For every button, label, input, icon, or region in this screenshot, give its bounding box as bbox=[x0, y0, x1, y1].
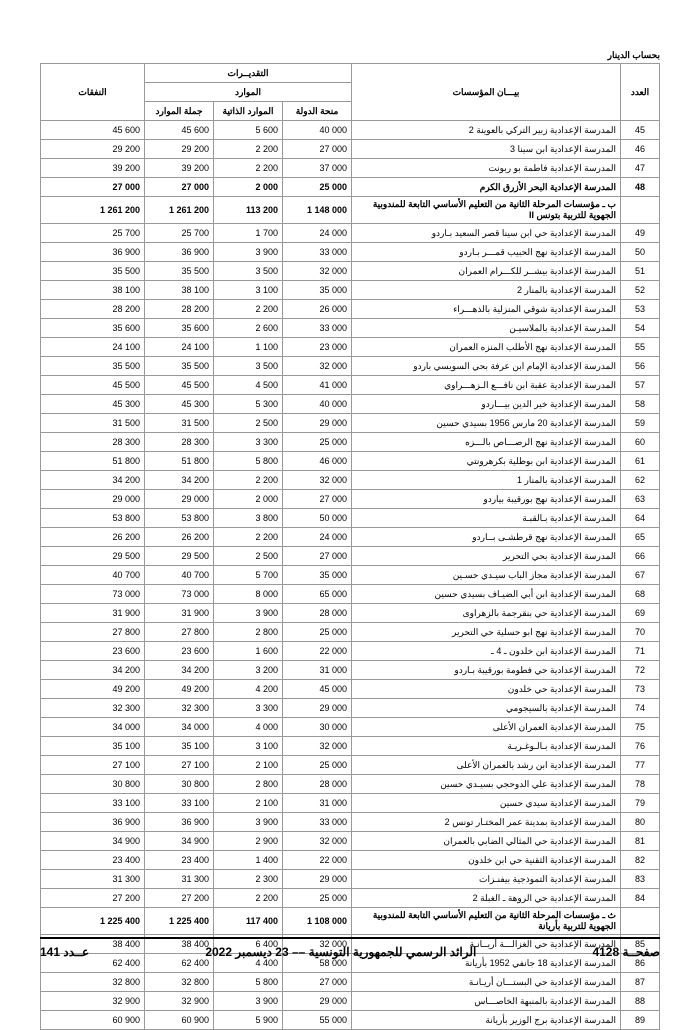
table-row: 24 10024 1001 10023 000المدرسة الإعدادية… bbox=[41, 338, 660, 357]
col-expenses: النفقات bbox=[41, 64, 145, 121]
table-row: 36 90036 9003 90033 000المدرسة الإعدادية… bbox=[41, 813, 660, 832]
table-row: 60 90060 9005 90055 000المدرسة الإعدادية… bbox=[41, 1011, 660, 1030]
col-resources: الموارد bbox=[145, 83, 352, 102]
table-row: 34 00034 0004 00030 000المدرسة الإعدادية… bbox=[41, 718, 660, 737]
col-institutions: بيـــان المؤسسات bbox=[352, 64, 621, 121]
table-row: 45 50045 5004 50041 000المدرسة الإعدادية… bbox=[41, 376, 660, 395]
table-row: 38 10038 1003 10035 000المدرسة الإعدادية… bbox=[41, 281, 660, 300]
table-row: 29 00029 0002 00027 000المدرسة الإعدادية… bbox=[41, 490, 660, 509]
table-row: 34 90034 9002 90032 000المدرسة الإعدادية… bbox=[41, 832, 660, 851]
col-estimates: التقديــرات bbox=[145, 64, 352, 83]
table-row: 29 50029 5002 50027 000المدرسة الإعدادية… bbox=[41, 547, 660, 566]
table-row: 33 10033 1002 10031 000المدرسة الإعدادية… bbox=[41, 794, 660, 813]
table-row: 45 60045 6005 60040 000المدرسة الإعدادية… bbox=[41, 121, 660, 140]
table-row: 73 00073 0008 00065 000المدرسة الإعدادية… bbox=[41, 585, 660, 604]
table-row: 34 20034 2002 20032 000المدرسة الإعدادية… bbox=[41, 471, 660, 490]
table-row: 31 90031 9003 90028 000المدرسة الإعدادية… bbox=[41, 604, 660, 623]
table-row: 28 20028 2002 20026 000المدرسة الإعدادية… bbox=[41, 300, 660, 319]
table-row: 45 30045 3005 30040 000المدرسة الإعدادية… bbox=[41, 395, 660, 414]
table-row: 35 60035 6002 60033 000المدرسة الإعدادية… bbox=[41, 319, 660, 338]
table-row: 31 50031 5002 50029 000المدرسة الإعدادية… bbox=[41, 414, 660, 433]
issue-label: عــدد bbox=[63, 945, 89, 959]
budget-table: النفقات التقديــرات بيـــان المؤسسات الع… bbox=[40, 63, 660, 1030]
table-row: 34 20034 2003 20031 000المدرسة الإعدادية… bbox=[41, 661, 660, 680]
table-row: 32 30032 3003 30029 000المدرسة الإعدادية… bbox=[41, 699, 660, 718]
page-num: 4128 bbox=[592, 945, 619, 959]
col-state-grant: منحة الدولة bbox=[283, 102, 352, 121]
table-row: 35 10035 1003 10032 000المدرسة الإعدادية… bbox=[41, 737, 660, 756]
table-row: 32 90032 9003 90029 000المدرسة الإعدادية… bbox=[41, 992, 660, 1011]
table-row: 27 10027 1002 10025 000المدرسة الإعدادية… bbox=[41, 756, 660, 775]
footer-center: الرائد الرسمي للجمهورية التونسية –– 23 د… bbox=[205, 945, 476, 959]
issue-num: 141 bbox=[40, 945, 60, 959]
col-num: العدد bbox=[621, 64, 660, 121]
table-row: 23 60023 6001 60022 000المدرسة الإعدادية… bbox=[41, 642, 660, 661]
table-row: 30 80030 8002 80028 000المدرسة الإعدادية… bbox=[41, 775, 660, 794]
table-row: 35 50035 5003 50032 000المدرسة الإعدادية… bbox=[41, 357, 660, 376]
table-row: 27 20027 2002 20025 000المدرسة الإعدادية… bbox=[41, 889, 660, 908]
table-row: 27 80027 8002 80025 000المدرسة الإعدادية… bbox=[41, 623, 660, 642]
table-row: 35 50035 5003 50032 000المدرسة الإعدادية… bbox=[41, 262, 660, 281]
table-row: 1 225 4001 225 400117 4001 108 000ث ـ مؤ… bbox=[41, 908, 660, 935]
page-footer: عــدد 141 الرائد الرسمي للجمهورية التونس… bbox=[40, 937, 660, 959]
unit-label: بحساب الدينار bbox=[40, 50, 660, 61]
table-row: 31 30031 3002 30029 000المدرسة الإعدادية… bbox=[41, 870, 660, 889]
table-row: 1 261 2001 261 200113 2001 148 000ب ـ مؤ… bbox=[41, 197, 660, 224]
page-label: صفحــة bbox=[623, 945, 660, 959]
table-row: 23 40023 4001 40022 000المدرسة الإعدادية… bbox=[41, 851, 660, 870]
table-row: 51 80051 8005 80046 000المدرسة الإعدادية… bbox=[41, 452, 660, 471]
col-total-res: جملة الموارد bbox=[145, 102, 214, 121]
table-row: 53 80053 8003 80050 000المدرسة الإعدادية… bbox=[41, 509, 660, 528]
table-row: 27 00027 0002 00025 000المدرسة الإعدادية… bbox=[41, 178, 660, 197]
table-row: 25 70025 7001 70024 000المدرسة الإعدادية… bbox=[41, 224, 660, 243]
col-self-res: الموارد الذاتية bbox=[214, 102, 283, 121]
table-row: 28 30028 3003 30025 000المدرسة الإعدادية… bbox=[41, 433, 660, 452]
table-row: 40 70040 7005 70035 000المدرسة الإعدادية… bbox=[41, 566, 660, 585]
table-row: 49 20049 2004 20045 000المدرسة الإعدادية… bbox=[41, 680, 660, 699]
table-row: 39 20039 2002 20037 000المدرسة الإعدادية… bbox=[41, 159, 660, 178]
table-row: 26 20026 2002 20024 000المدرسة الإعدادية… bbox=[41, 528, 660, 547]
table-row: 29 20029 2002 20027 000المدرسة الإعدادية… bbox=[41, 140, 660, 159]
table-row: 36 90036 9003 90033 000المدرسة الإعدادية… bbox=[41, 243, 660, 262]
